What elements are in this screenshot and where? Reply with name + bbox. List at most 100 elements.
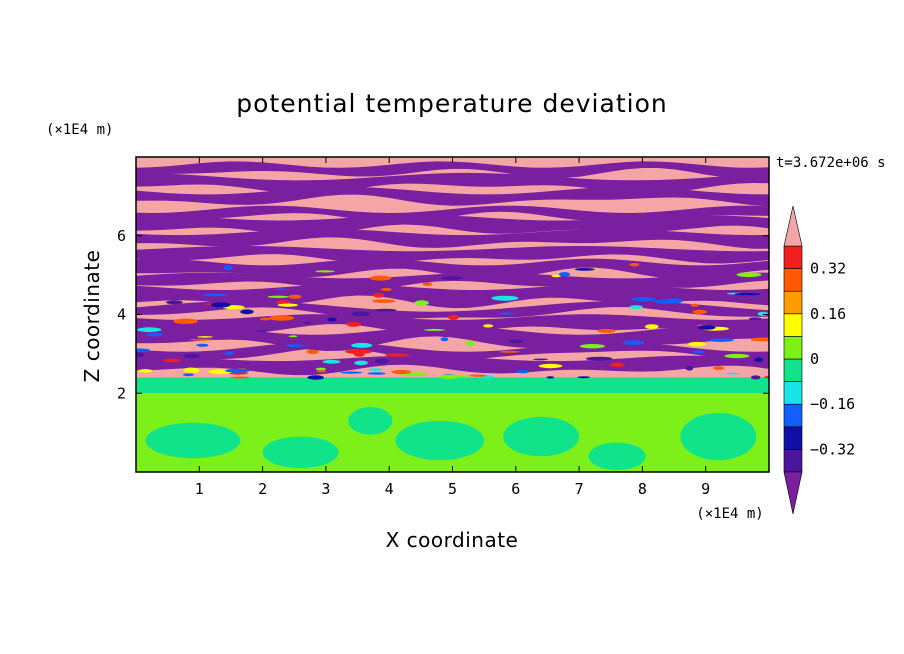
mixing-cell	[354, 360, 368, 366]
mixing-cell	[422, 282, 433, 287]
mixing-cell	[268, 315, 295, 321]
mixing-cell	[764, 376, 769, 379]
colorbar-tick-label: 0	[810, 350, 819, 368]
mixing-cell	[183, 353, 201, 358]
mixing-cell	[316, 370, 327, 373]
colorbar-segment	[783, 290, 803, 315]
purple-band	[136, 355, 769, 376]
mixing-cell	[558, 272, 571, 277]
mixing-cell	[230, 376, 251, 379]
mixing-cell	[224, 352, 235, 355]
time-label: t=3.672e+06 s	[776, 155, 886, 171]
mixing-cell	[577, 376, 590, 379]
mixing-cell	[551, 274, 562, 278]
mixing-cell	[306, 349, 319, 354]
mixing-cell	[307, 375, 325, 380]
mixing-cell	[225, 368, 250, 373]
mixing-cell	[182, 373, 195, 377]
mixing-cell	[629, 305, 643, 309]
mixing-cell	[708, 338, 734, 342]
mixing-cell	[322, 359, 341, 364]
mixing-cell	[138, 369, 153, 373]
colorbar-segment	[783, 381, 803, 405]
x-unit-label: (×1E4 m)	[696, 506, 763, 522]
mixing-cell	[414, 300, 429, 306]
plume-region	[262, 436, 339, 469]
mixing-cell	[440, 337, 449, 342]
mixing-cell	[189, 338, 213, 341]
mixing-cell	[469, 374, 487, 377]
x-tick-label: 2	[258, 480, 267, 498]
mixing-cell	[579, 344, 606, 349]
mixing-cell	[685, 365, 694, 371]
mixing-cell	[374, 358, 389, 364]
mixing-cell	[136, 352, 145, 358]
mixing-cell	[380, 288, 392, 291]
mixing-cell	[202, 293, 229, 297]
mixing-cell	[724, 353, 750, 359]
mixing-cell	[533, 358, 548, 361]
mixing-cell	[136, 348, 151, 352]
mixing-cell	[498, 312, 516, 315]
x-tick-label: 5	[448, 480, 457, 498]
purple-band	[136, 258, 769, 280]
mixing-cell	[574, 268, 595, 271]
mixing-cell	[754, 357, 764, 363]
purple-band	[136, 205, 769, 223]
colorbar-tick-label: 0.16	[810, 305, 846, 323]
colorbar-segment	[783, 245, 803, 269]
mixing-cell	[734, 292, 761, 296]
colorbar-extend-min	[783, 471, 803, 515]
y-tick-label: 6	[117, 227, 126, 245]
mixing-cell	[585, 356, 613, 361]
mixing-cell	[315, 270, 335, 273]
y-unit-label: (×1E4 m)	[46, 122, 113, 138]
mixing-cell	[137, 327, 162, 333]
mixing-cell	[538, 363, 563, 369]
mixing-cell	[692, 350, 705, 354]
mixing-cell	[491, 295, 519, 301]
x-tick-label: 7	[575, 480, 584, 498]
mixing-cell	[277, 303, 299, 307]
mixing-cell	[750, 337, 769, 342]
mixing-cell	[173, 318, 198, 324]
mixing-cell	[340, 371, 363, 374]
plume-region	[588, 442, 646, 471]
chart-title: potential temperature deviation	[236, 89, 667, 118]
mixing-cell	[423, 328, 446, 331]
colorbar-segment	[783, 358, 803, 382]
mixing-cell	[483, 324, 494, 328]
mixing-cell	[303, 321, 312, 324]
mixing-cell	[508, 339, 524, 344]
colorbar-tick-label: −0.32	[810, 440, 855, 458]
mixing-cell	[369, 275, 392, 281]
plume-region	[348, 407, 393, 435]
mixing-cell	[166, 300, 183, 305]
mixing-cell	[690, 303, 699, 307]
mixing-cell	[465, 340, 476, 346]
mixing-cell	[288, 294, 302, 299]
mixing-cell	[345, 349, 373, 354]
mixing-cell	[351, 311, 371, 317]
mixing-cell	[146, 332, 163, 337]
mixing-cell	[653, 299, 676, 304]
mixing-cell	[191, 368, 200, 374]
mixing-cell	[163, 358, 181, 363]
mixing-cell	[645, 324, 659, 329]
mixing-cell	[276, 288, 287, 291]
y-tick-label: 2	[117, 384, 126, 402]
colorbar-extend-max	[783, 205, 803, 247]
colorbar-segment	[783, 336, 803, 360]
mixing-cell	[288, 335, 298, 338]
plume-region	[145, 422, 241, 459]
mixing-cell	[439, 374, 459, 379]
mixing-cell	[750, 375, 761, 380]
purple-band	[136, 246, 769, 264]
x-tick-label: 1	[195, 480, 204, 498]
mixing-cell	[725, 372, 741, 375]
mid-layer	[136, 377, 769, 394]
mixing-cell	[736, 272, 762, 278]
mixing-cell	[367, 372, 386, 375]
mixing-cell	[368, 368, 383, 371]
x-tick-label: 8	[638, 480, 647, 498]
